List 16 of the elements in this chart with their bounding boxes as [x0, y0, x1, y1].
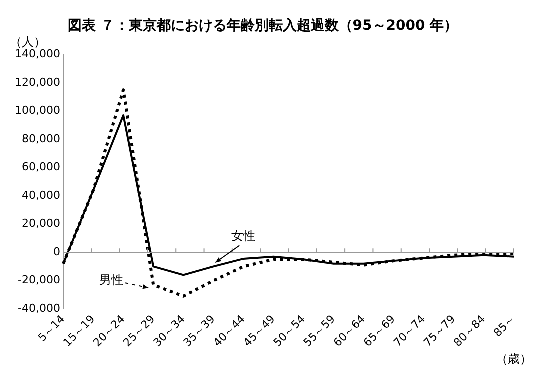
- y-tick-label: 80,000: [22, 132, 60, 146]
- y-tick-label: 20,000: [22, 217, 60, 230]
- chart-title: 図表 ７：東京都における年齢別転入超過数（95～2000 年）: [68, 17, 458, 34]
- y-tick-label: 0: [53, 245, 60, 258]
- y-tick-label: -20,000: [18, 274, 60, 287]
- y-axis-title: （人）: [10, 34, 46, 49]
- y-tick-label: 140,000: [14, 48, 60, 61]
- y-tick-label: -40,000: [18, 302, 60, 315]
- y-tick-label: 120,000: [14, 76, 60, 89]
- y-tick-label: 100,000: [14, 104, 60, 118]
- y-tick-label: 40,000: [22, 188, 60, 202]
- series-label: 女性: [232, 228, 256, 243]
- x-axis-title: （歳）: [496, 352, 532, 366]
- y-tick-label: 60,000: [22, 160, 60, 174]
- legend-label: 男性: [100, 273, 124, 288]
- x-tick-label: 85～: [491, 312, 518, 340]
